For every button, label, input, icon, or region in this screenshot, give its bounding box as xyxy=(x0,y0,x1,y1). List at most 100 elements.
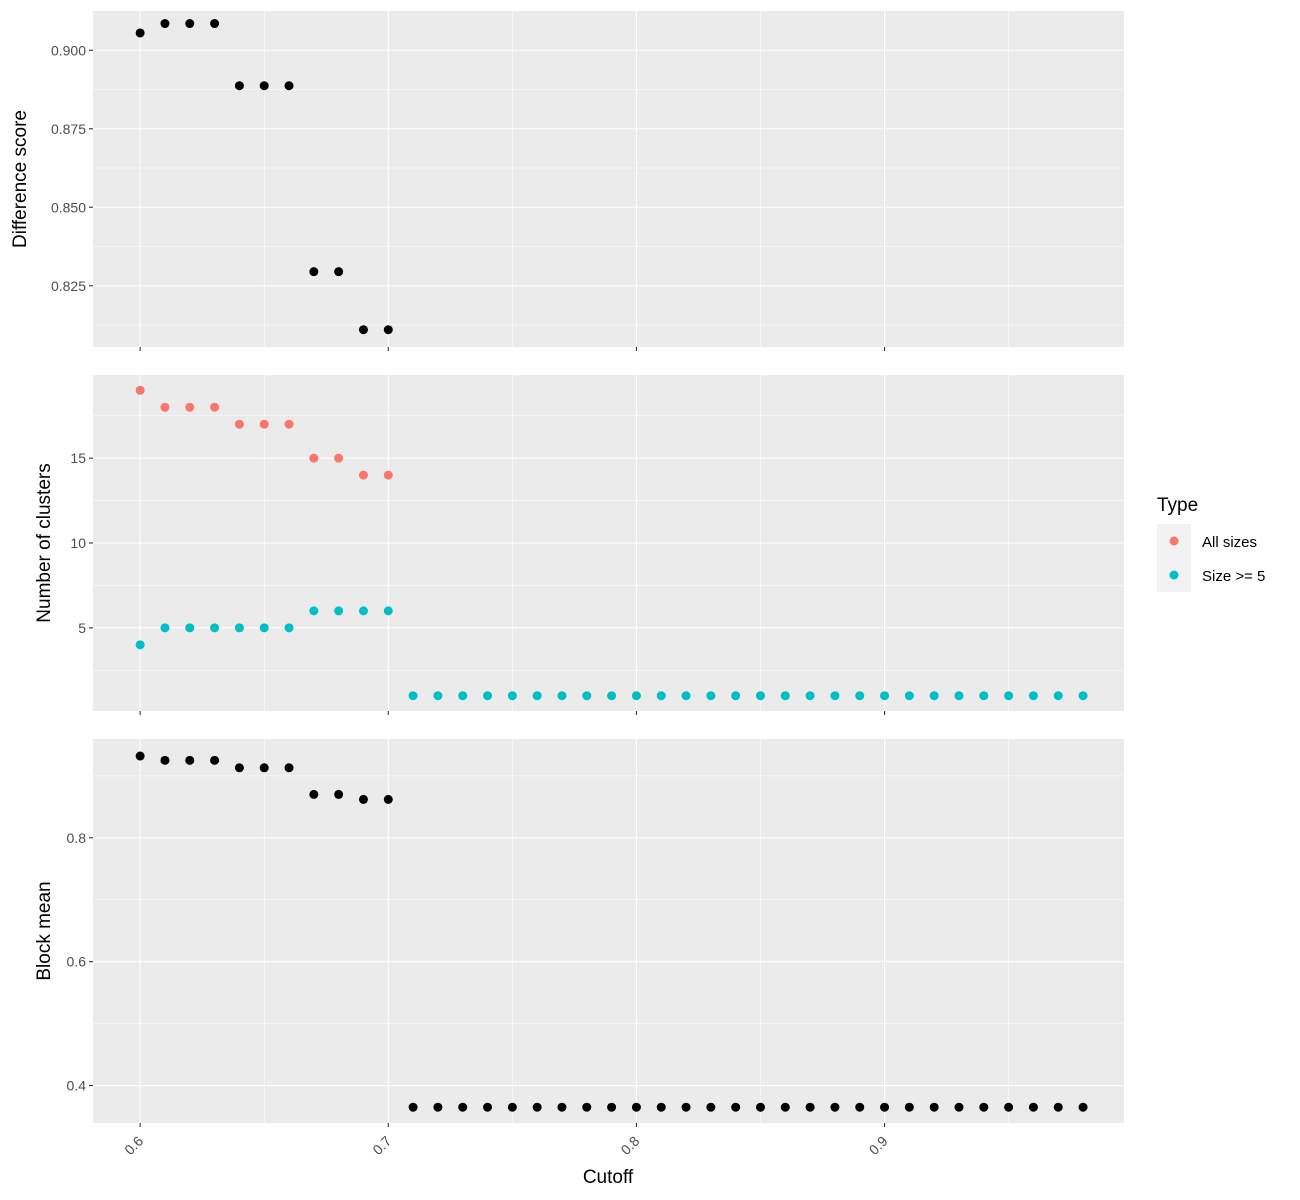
legend-label-all-sizes: All sizes xyxy=(1202,534,1257,551)
data-point xyxy=(160,19,170,29)
data-point xyxy=(880,1102,890,1112)
data-point xyxy=(1028,691,1038,701)
data-point xyxy=(383,606,393,616)
data-point xyxy=(234,623,244,633)
data-point xyxy=(334,789,344,799)
data-point xyxy=(656,691,666,701)
data-point xyxy=(507,1102,517,1112)
data-point xyxy=(483,1102,493,1112)
data-point xyxy=(135,385,145,395)
data-point xyxy=(929,691,939,701)
data-point xyxy=(185,402,195,412)
data-point xyxy=(135,640,145,650)
data-point xyxy=(582,1102,592,1112)
data-point xyxy=(433,691,443,701)
panel-background xyxy=(93,739,1124,1123)
panel-background xyxy=(93,11,1124,347)
data-point xyxy=(532,691,542,701)
data-point xyxy=(383,794,393,804)
y-tick-label: 0.850 xyxy=(51,199,86,215)
y-tick-label: 0.4 xyxy=(67,1078,87,1094)
data-point xyxy=(358,606,368,616)
data-point xyxy=(483,691,493,701)
data-point xyxy=(855,691,865,701)
data-point xyxy=(954,691,964,701)
data-point xyxy=(334,453,344,463)
data-point xyxy=(607,1102,617,1112)
data-point xyxy=(210,623,220,633)
x-tick-label: 0.8 xyxy=(617,1133,642,1158)
panel-clusters: 5 10 15 Number of clusters xyxy=(34,375,1124,715)
data-point xyxy=(135,751,145,761)
data-point xyxy=(334,267,344,277)
y-tick-label: 0.8 xyxy=(67,830,87,846)
series-black xyxy=(135,751,1088,1112)
data-point xyxy=(557,1102,567,1112)
data-point xyxy=(210,402,220,412)
data-point xyxy=(383,325,393,335)
data-point xyxy=(929,1102,939,1112)
data-point xyxy=(160,623,170,633)
y-tick-label: 10 xyxy=(70,535,86,551)
data-point xyxy=(607,691,617,701)
legend-swatch-size-ge-5 xyxy=(1169,570,1179,580)
y-axis-title: Number of clusters xyxy=(34,463,55,622)
panel-block: 0.4 0.6 0.8 0.6 0.7 0.8 0.9 Block mean xyxy=(34,739,1124,1158)
y-tick-label: 15 xyxy=(70,450,86,466)
data-point xyxy=(1078,691,1088,701)
data-point xyxy=(160,402,170,412)
x-axis-title: Cutoff xyxy=(583,1167,634,1188)
data-point xyxy=(259,763,269,773)
data-point xyxy=(954,1102,964,1112)
data-point xyxy=(185,19,195,29)
data-point xyxy=(185,623,195,633)
data-point xyxy=(656,1102,666,1112)
data-point xyxy=(1053,691,1063,701)
x-tick-label: 0.7 xyxy=(369,1133,394,1158)
data-point xyxy=(880,691,890,701)
data-point xyxy=(358,325,368,335)
data-point xyxy=(979,1102,989,1112)
data-point xyxy=(433,1102,443,1112)
y-tick-label: 0.900 xyxy=(51,42,86,58)
data-point xyxy=(1078,1102,1088,1112)
data-point xyxy=(681,1102,691,1112)
data-point xyxy=(830,1102,840,1112)
data-point xyxy=(507,691,517,701)
y-tick-label: 5 xyxy=(78,620,86,636)
data-point xyxy=(334,606,344,616)
data-point xyxy=(259,419,269,429)
data-point xyxy=(1004,1102,1014,1112)
data-point xyxy=(805,691,815,701)
data-point xyxy=(210,19,220,29)
data-point xyxy=(259,623,269,633)
y-tick-label: 0.6 xyxy=(67,954,87,970)
data-point xyxy=(731,1102,741,1112)
x-tick-label: 0.6 xyxy=(121,1133,146,1158)
data-point xyxy=(631,691,641,701)
x-tick-label: 0.9 xyxy=(866,1133,891,1158)
data-point xyxy=(458,1102,468,1112)
data-point xyxy=(706,1102,716,1112)
data-point xyxy=(1028,1102,1038,1112)
data-point xyxy=(284,419,294,429)
data-point xyxy=(631,1102,641,1112)
data-point xyxy=(309,606,319,616)
data-point xyxy=(582,691,592,701)
data-point xyxy=(755,691,765,701)
data-point xyxy=(135,28,145,38)
y-axis-title: Difference score xyxy=(10,110,31,248)
data-point xyxy=(532,1102,542,1112)
data-point xyxy=(755,1102,765,1112)
data-point xyxy=(309,453,319,463)
data-point xyxy=(185,755,195,765)
data-point xyxy=(805,1102,815,1112)
data-point xyxy=(780,1102,790,1112)
data-point xyxy=(1004,691,1014,701)
data-point xyxy=(458,691,468,701)
data-point xyxy=(383,470,393,480)
data-point xyxy=(979,691,989,701)
data-point xyxy=(706,691,716,701)
legend-label-size-ge-5: Size >= 5 xyxy=(1202,568,1265,585)
data-point xyxy=(309,789,319,799)
